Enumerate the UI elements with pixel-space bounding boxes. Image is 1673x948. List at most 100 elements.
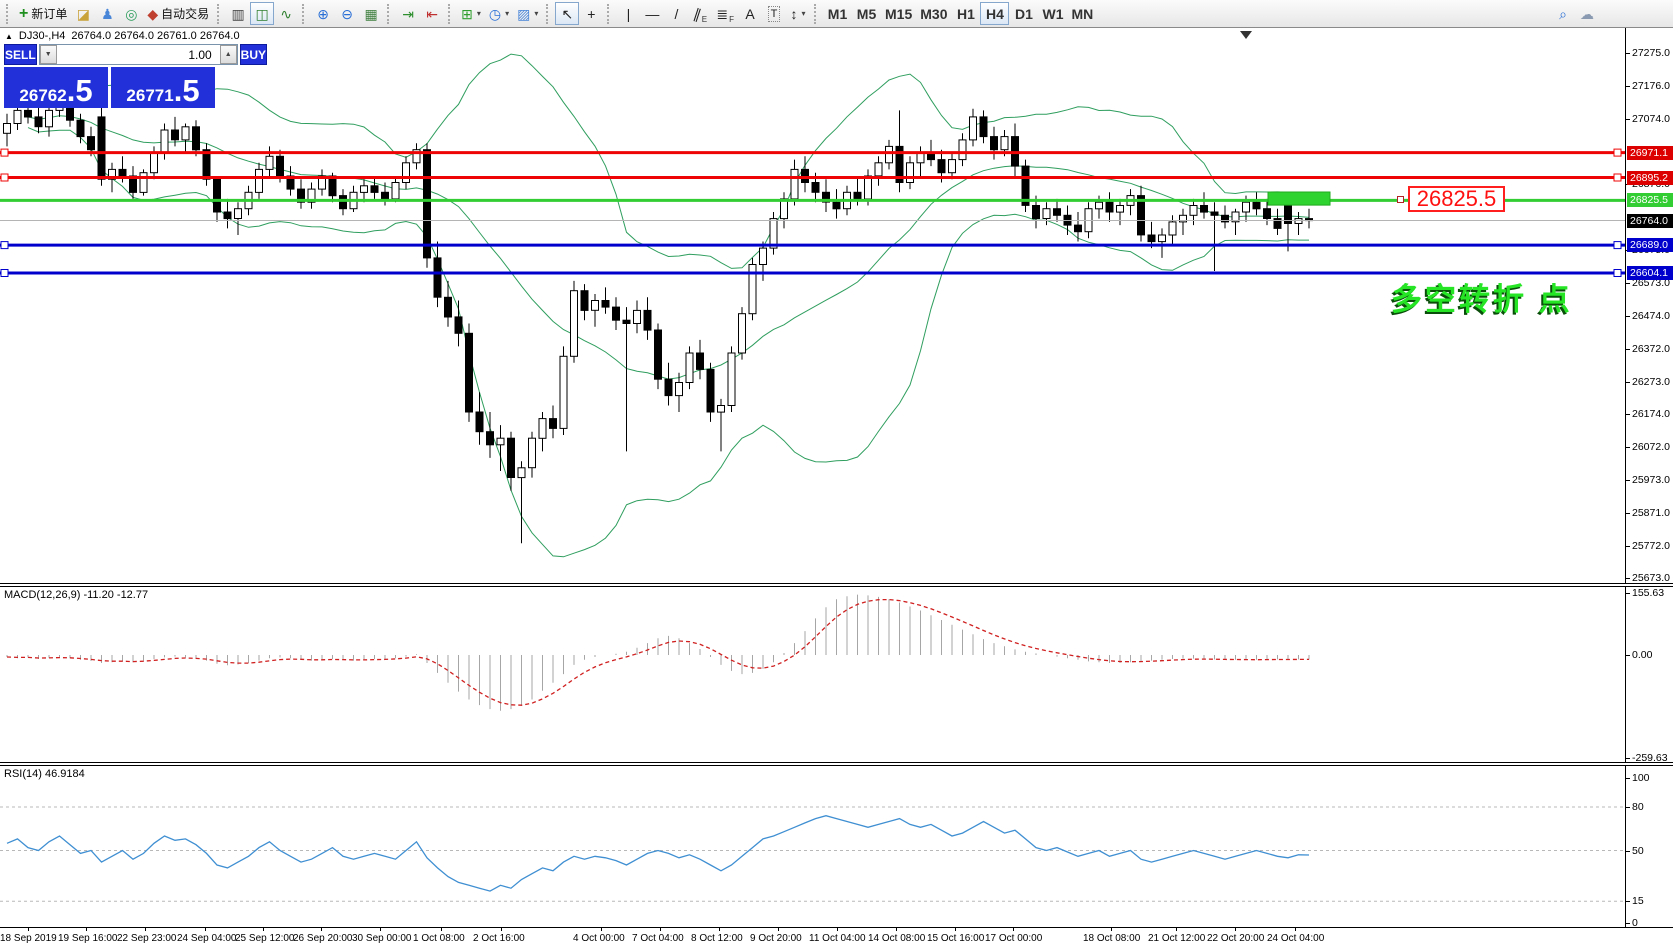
candle-body xyxy=(255,168,263,193)
text-button[interactable]: A xyxy=(738,2,762,25)
tile-windows-button[interactable]: ▦ xyxy=(359,2,383,25)
rsi-chart[interactable] xyxy=(0,766,1625,927)
timeframe-w1-button[interactable]: W1 xyxy=(1038,2,1067,25)
rsi-pane[interactable]: RSI(14) 46.9184 xyxy=(0,766,1673,927)
periods-dropdown-icon[interactable]: ▾ xyxy=(505,9,510,18)
crosshair-button[interactable]: + xyxy=(579,2,603,25)
chart-shift-button[interactable]: ⇤ xyxy=(420,2,444,25)
main-chart-pane[interactable]: ▲ DJ30-,H4 26764.0 26764.0 26761.0 26764… xyxy=(0,28,1673,583)
price-badge-26825.5[interactable]: 26825.5 xyxy=(1627,193,1673,208)
green-line-handle[interactable] xyxy=(1397,196,1404,203)
candle-body xyxy=(832,201,841,210)
toolbar-grip xyxy=(6,3,11,24)
trendline-button[interactable]: / xyxy=(664,2,688,25)
fibonacci-button[interactable]: ≣ F xyxy=(712,2,738,25)
auto-scroll-button[interactable]: ⇥ xyxy=(396,2,420,25)
chart-shift-marker-icon[interactable] xyxy=(1240,31,1252,39)
chat-button[interactable]: ☁ xyxy=(1575,2,1599,25)
cursor-button[interactable]: ↖ xyxy=(555,2,580,25)
market-button[interactable]: ◎ xyxy=(119,2,143,25)
rsi-axis-label: 50 xyxy=(1632,844,1644,857)
zoom-out-button[interactable]: ⊖ xyxy=(335,2,359,25)
candle-body xyxy=(76,119,85,138)
timeframe-m5-button[interactable]: M5 xyxy=(852,2,881,25)
time-axis[interactable]: 18 Sep 2019 19 Sep 16:00 22 Sep 23:00 24 Se… xyxy=(0,927,1673,948)
line-marker[interactable] xyxy=(1613,241,1622,250)
sell-button[interactable]: SELL xyxy=(4,44,37,65)
templates-dropdown-icon[interactable]: ▾ xyxy=(534,9,539,18)
indicators-dropdown-icon[interactable]: ▾ xyxy=(476,9,481,18)
volume-decrease-button[interactable]: ▼ xyxy=(39,45,57,64)
candle-body xyxy=(1221,214,1229,223)
line-marker[interactable] xyxy=(0,269,9,277)
price-badge-26689.0[interactable]: 26689.0 xyxy=(1627,238,1673,253)
pane-splitter-2[interactable] xyxy=(0,762,1673,766)
volume-increase-button[interactable]: ▲ xyxy=(219,45,237,64)
chart-bars-button[interactable]: ▥ xyxy=(226,2,250,25)
buy-button[interactable]: BUY xyxy=(239,44,268,65)
price-badge-26604.1[interactable]: 26604.1 xyxy=(1627,266,1673,280)
sell-price[interactable]: 26762.5 xyxy=(4,67,108,108)
tile-windows-icon: ▦ xyxy=(364,5,378,22)
toolbar: + 新订单 ◪ ♟ ◎ ◆ 自动交易 ▥ ◫ ∿ ⊕ ⊖ ▦ ⇥ ⇤ ⊞ ▾ ◷ ▾ ▨ ▾ ↖ + | — / ∥ E ≣ F A T ↕ ▾ M… xyxy=(0,0,1673,28)
candle-body xyxy=(759,247,767,266)
price-axis[interactable]: 27275.027176.027074.026876.026675.026573… xyxy=(1625,28,1673,929)
horizontal-line-icon: — xyxy=(645,5,660,22)
text-label-button[interactable]: T xyxy=(762,2,786,25)
macd-axis-tick xyxy=(1626,758,1630,760)
line-marker[interactable] xyxy=(0,148,9,157)
candle-body xyxy=(937,159,946,174)
pane-splitter[interactable] xyxy=(0,583,1673,587)
macd-pane[interactable]: MACD(12,26,9) -11.20 -12.77 xyxy=(0,587,1673,762)
highlight-zone[interactable] xyxy=(1267,191,1331,206)
line-marker[interactable] xyxy=(1613,173,1622,182)
candle-body xyxy=(24,109,32,118)
price-badge-26895.2[interactable]: 26895.2 xyxy=(1627,170,1673,185)
indicators-button[interactable]: ⊞ ▾ xyxy=(457,2,485,25)
line-marker[interactable] xyxy=(0,241,9,250)
timeframe-m1-button[interactable]: M1 xyxy=(823,2,852,25)
macd-chart[interactable] xyxy=(0,587,1625,762)
channel-button[interactable]: ∥ E xyxy=(688,2,712,25)
chart-line-button[interactable]: ∿ xyxy=(274,2,298,25)
templates-button[interactable]: ▨ ▾ xyxy=(513,2,542,25)
timeframe-d1-button[interactable]: D1 xyxy=(1009,2,1038,25)
buy-price-main: 26771 xyxy=(126,86,174,105)
time-label: 26 Sep 20:00 xyxy=(293,933,353,944)
line-marker[interactable] xyxy=(1613,269,1622,277)
timeframe-m15-button[interactable]: M15 xyxy=(881,2,916,25)
collapse-arrow-icon[interactable]: ▲ xyxy=(5,31,13,41)
price-badge-26764.0[interactable]: 26764.0 xyxy=(1627,213,1673,228)
arrows-dropdown-icon[interactable]: ▾ xyxy=(801,9,806,18)
price-level-label[interactable]: 26825.5 xyxy=(1408,186,1505,212)
horizontal-line-button[interactable]: — xyxy=(640,2,664,25)
candle-body xyxy=(160,129,169,154)
signals-button[interactable]: ♟ xyxy=(95,2,119,25)
price-badge-26971.1[interactable]: 26971.1 xyxy=(1627,145,1673,160)
candle-body xyxy=(906,162,914,184)
timeframe-h1-button[interactable]: H1 xyxy=(951,2,980,25)
arrows-button[interactable]: ↕ ▾ xyxy=(786,2,810,25)
chart-bars-icon: ▥ xyxy=(231,5,245,22)
timeframe-m30-button[interactable]: M30 xyxy=(916,2,951,25)
candle-body xyxy=(339,195,347,210)
auto-trading-button[interactable]: ◆ 自动交易 xyxy=(143,2,213,25)
channel-sub-label: E xyxy=(701,15,708,24)
periods-button[interactable]: ◷ ▾ xyxy=(485,2,513,25)
line-marker[interactable] xyxy=(1613,148,1622,157)
line-marker[interactable] xyxy=(0,173,9,182)
candlestick-chart[interactable] xyxy=(0,28,1625,583)
search-button[interactable]: ⌕ xyxy=(1551,2,1575,25)
marketplace-button[interactable]: ◪ xyxy=(71,2,95,25)
timeframe-h4-button[interactable]: H4 xyxy=(980,2,1010,25)
candle-body xyxy=(885,145,893,164)
volume-input[interactable] xyxy=(56,45,220,64)
candle-body xyxy=(1263,208,1271,219)
zoom-in-button[interactable]: ⊕ xyxy=(311,2,335,25)
chart-candles-button[interactable]: ◫ xyxy=(250,2,275,25)
new-order-button[interactable]: + 新订单 xyxy=(15,2,71,25)
candle-body xyxy=(402,162,410,184)
timeframe-mn-button[interactable]: MN xyxy=(1067,2,1097,25)
vertical-line-button[interactable]: | xyxy=(616,2,640,25)
buy-price[interactable]: 26771.5 xyxy=(111,67,215,108)
